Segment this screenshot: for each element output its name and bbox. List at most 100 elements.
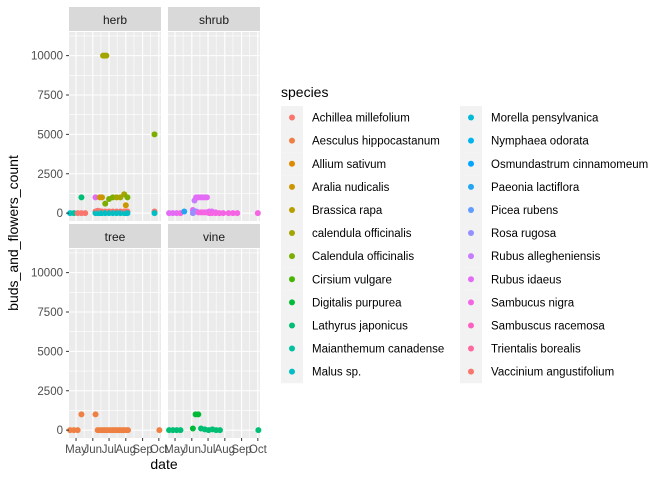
legend-label: Nymphaea odorata (491, 136, 589, 148)
legend-item: Aesculus hippocastanum (281, 129, 440, 153)
data-point (78, 194, 85, 201)
data-point (151, 131, 158, 138)
data-point (124, 194, 131, 201)
data-point (122, 202, 129, 209)
data-point (92, 411, 99, 418)
legend-item: Morella pensylvanica (460, 106, 599, 130)
legend-label: Paeonia lactiflora (491, 182, 580, 194)
legend-swatch (289, 345, 295, 352)
x-tick-label: Sep (132, 444, 152, 456)
legend-swatch (289, 206, 295, 213)
legend-swatch (468, 345, 474, 352)
data-point (99, 194, 106, 201)
legend-label: Rubus idaeus (491, 274, 562, 286)
data-point (92, 194, 99, 201)
legend-label: Osmundastrum cinnamomeum (491, 159, 648, 171)
facet-panel-herb: herb (67, 7, 161, 221)
legend-swatch (468, 299, 474, 306)
y-tick-label: 7500 (37, 90, 63, 102)
legend-label: calendula officinalis (312, 228, 412, 240)
data-point (82, 210, 89, 217)
legend-swatch (289, 160, 295, 167)
legend-label: Vaccinium angustifolium (491, 367, 614, 379)
data-point (151, 210, 158, 217)
panel-background (168, 249, 260, 438)
legend-item: Nymphaea odorata (460, 129, 589, 153)
legend-item: Paeonia lactiflora (460, 175, 580, 199)
x-tick-label: Aug (116, 444, 136, 456)
data-point (124, 427, 131, 434)
data-point (102, 200, 109, 207)
legend-label: Rubus allegheniensis (491, 251, 601, 263)
legend-swatch (468, 183, 474, 190)
panel-background (69, 32, 161, 221)
legend-swatch (289, 230, 295, 237)
data-point (189, 425, 196, 432)
x-tick-label: Oct (249, 444, 268, 456)
legend-item: Aralia nudicalis (281, 175, 390, 199)
data-point (181, 208, 188, 215)
legend-item: Achillea millefolium (281, 106, 410, 130)
legend-swatch (468, 160, 474, 167)
y-axis-title: buds_and_flowers_count (5, 155, 21, 311)
legend-swatch (468, 206, 474, 213)
legend-swatch (468, 253, 474, 260)
legend: species Achillea millefolium Aesculus hip… (281, 84, 648, 384)
legend-label: Aesculus hippocastanum (312, 136, 440, 148)
legend-item: Osmundastrum cinnamomeum (460, 152, 648, 176)
y-axis: 0 2500 5000 7500 10000 0 2500 5000 7500 10000 (31, 51, 69, 437)
legend-item: Vaccinium angustifolium (460, 360, 614, 384)
legend-item: Brassica rapa (281, 198, 383, 222)
x-tick-label: Oct (150, 444, 169, 456)
x-tick-label: May (65, 444, 87, 456)
x-tick-label: Aug (215, 444, 235, 456)
legend-swatch (468, 322, 474, 329)
legend-item: Trientalis borealis (460, 337, 581, 361)
facet-panel-tree: tree (67, 224, 163, 438)
legend-swatch (468, 276, 474, 283)
legend-item: Calendula officinalis (281, 244, 414, 268)
legend-item: calendula officinalis (281, 221, 412, 245)
legend-item: Malus sp. (281, 360, 361, 384)
legend-label: Trientalis borealis (491, 344, 581, 356)
legend-item: Rubus allegheniensis (460, 244, 601, 268)
legend-item: Lathyrus japonicus (281, 313, 408, 337)
data-point (195, 411, 202, 418)
legend-label: Malus sp. (312, 367, 361, 379)
y-tick-label: 5000 (37, 129, 63, 141)
y-tick-label: 2500 (37, 169, 63, 181)
panel-background (69, 249, 161, 438)
facet-panel-shrub: shrub (166, 7, 261, 221)
legend-item: Picea rubens (460, 198, 558, 222)
legend-swatch (468, 368, 474, 375)
legend-swatch (289, 253, 295, 260)
legend-label: Maianthemum canadense (312, 344, 444, 356)
legend-swatch (468, 230, 474, 237)
data-point (103, 52, 110, 59)
facet-strip (168, 7, 260, 31)
legend-swatch (289, 114, 295, 121)
legend-label: Cirsium vulgare (312, 274, 392, 286)
legend-swatch (289, 276, 295, 283)
legend-swatch (289, 299, 295, 306)
legend-label: Allium sativum (312, 159, 386, 171)
data-point (255, 427, 262, 434)
panel-background (168, 32, 260, 221)
legend-title: species (281, 84, 328, 100)
legend-item: Allium sativum (281, 152, 386, 176)
facet-panels: herb shrub tree vine (67, 7, 262, 438)
data-point (254, 210, 261, 217)
legend-label: Sambuscus racemosa (491, 320, 605, 332)
data-point (225, 210, 232, 217)
legend-item: Rosa rugosa (460, 221, 557, 245)
y-tick-label: 0 (57, 208, 63, 220)
y-tick-label: 10000 (31, 268, 63, 280)
y-tick-label: 2500 (37, 386, 63, 398)
data-point (78, 411, 85, 418)
legend-swatch (468, 114, 474, 121)
data-point (177, 427, 184, 434)
data-point (216, 427, 223, 434)
facet-strip-label: shrub (199, 13, 229, 27)
